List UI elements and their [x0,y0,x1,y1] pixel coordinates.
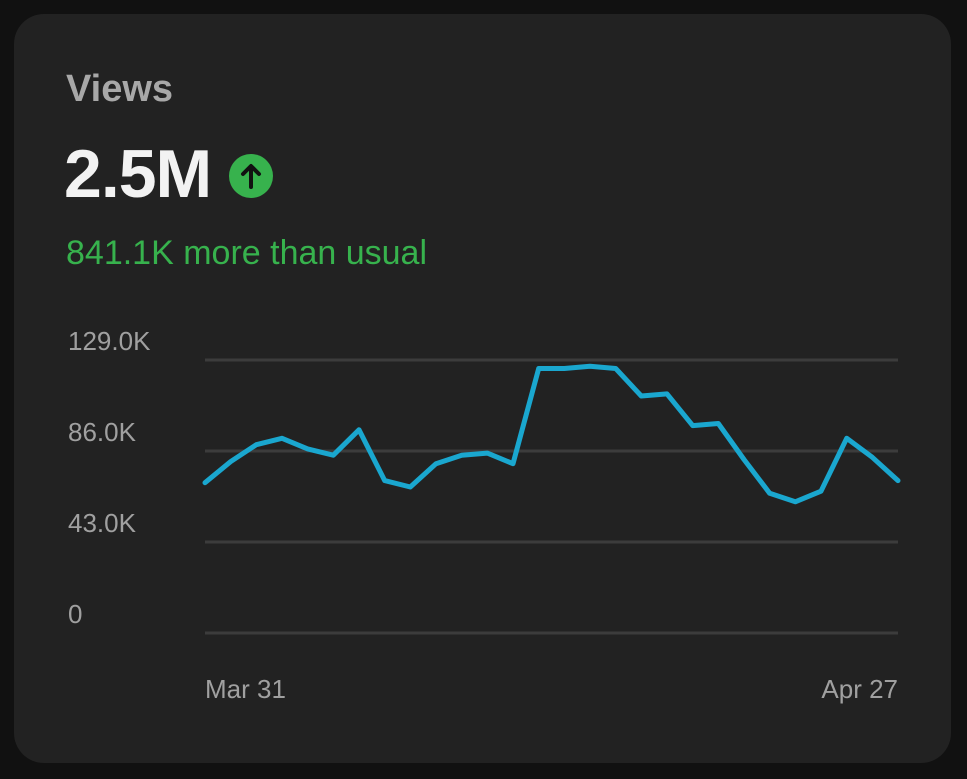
comparison-text: 841.1K more than usual [66,234,428,272]
card-title: Views [66,68,174,110]
views-series-line [202,363,901,505]
x-tick-label: Apr 27 [821,674,898,704]
views-card: Views 2.5M 841.1K more than usual 0 43.0K… [14,14,951,763]
views-line-chart: 0 43.0K 86.0K 129.0K Mar 31 Apr 27 [68,326,901,704]
arrow-up-icon [229,154,274,198]
y-tick-label: 0 [68,599,82,629]
y-tick-label: 43.0K [68,508,137,538]
value-row: 2.5M [64,136,274,212]
x-tick-label: Mar 31 [205,674,286,704]
y-tick-label: 129.0K [68,326,151,356]
total-views-value: 2.5M [64,136,212,212]
y-tick-label: 86.0K [68,417,137,447]
